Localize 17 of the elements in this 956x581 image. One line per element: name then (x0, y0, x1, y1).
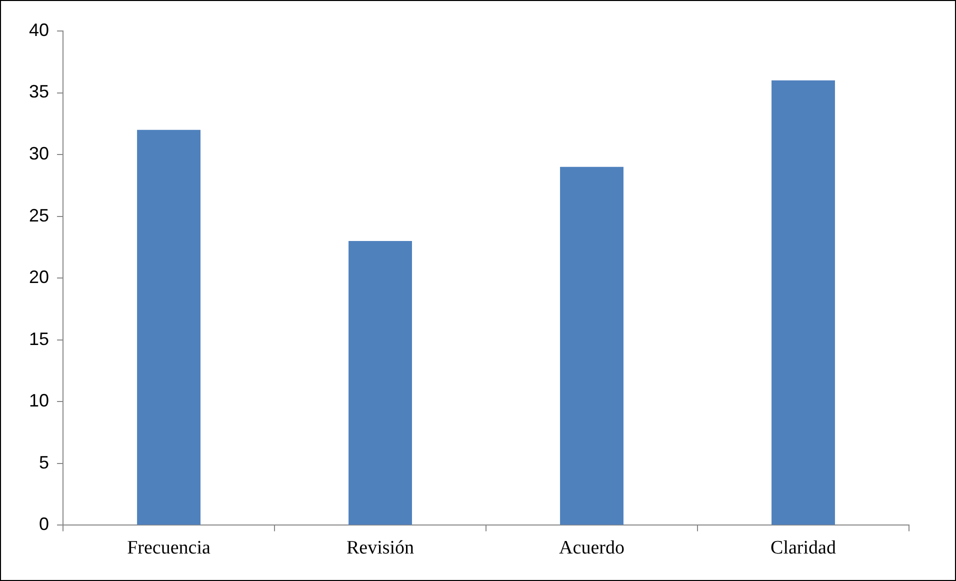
x-tick-label: Acuerdo (559, 538, 624, 559)
x-tick-label: Revisión (346, 538, 415, 559)
bar (560, 166, 624, 525)
y-tick-label: 15 (28, 328, 50, 349)
bar (772, 80, 835, 525)
x-tick-label: Claridad (770, 538, 836, 559)
y-tick-label: 20 (28, 267, 50, 288)
bar (348, 241, 412, 525)
y-tick-label: 10 (28, 390, 50, 411)
x-tick-label: Frecuencia (127, 538, 211, 559)
y-tick-label: 5 (39, 452, 50, 472)
y-tick-label: 25 (28, 205, 50, 226)
y-tick-label: 30 (28, 144, 50, 164)
y-tick-label: 40 (28, 20, 50, 40)
y-tick-label: 0 (39, 514, 50, 534)
bar (137, 130, 200, 525)
y-tick-label: 35 (28, 82, 50, 102)
